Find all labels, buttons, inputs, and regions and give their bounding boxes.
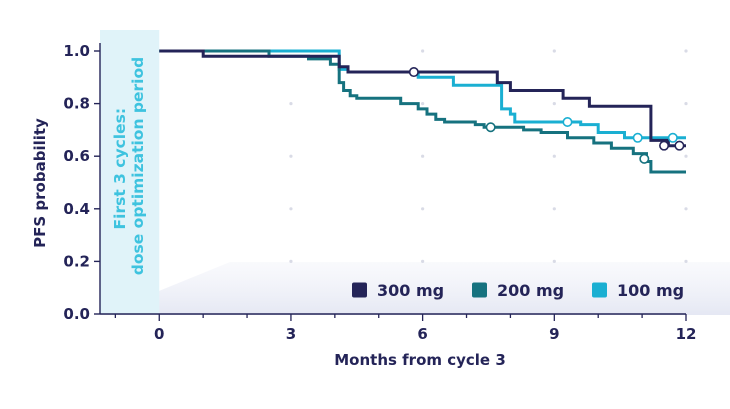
series-line-100-mg (159, 49, 686, 140)
grid-dot (684, 259, 688, 263)
legend-swatch-100-mg (592, 282, 607, 298)
censor-mark-100-mg (562, 117, 573, 128)
censor-mark-100-mg (667, 132, 678, 143)
grid-dot (552, 207, 556, 211)
y-tick-label: 0.4 (63, 200, 90, 218)
legend-label-100-mg: 100 mg (617, 281, 684, 300)
censor-mark-300-mg (674, 140, 685, 151)
grid-dot (552, 154, 556, 158)
legend-label-200-mg: 200 mg (497, 281, 564, 300)
band-label: First 3 cycles: dose optimization period (111, 57, 147, 275)
grid-dot (684, 154, 688, 158)
grid-dot (289, 207, 293, 211)
grid-dot (289, 259, 293, 263)
grid-dot (289, 102, 293, 106)
background-floor (100, 262, 730, 315)
y-tick-label: 0.2 (63, 252, 90, 270)
x-tick-label: 9 (549, 325, 559, 343)
axes: 0.0 0.2 0.4 0.6 0.8 1.0 0 3 6 9 12 (63, 42, 696, 343)
censor-mark-200-mg (639, 153, 650, 164)
band-label-line2: dose optimization period (129, 57, 147, 275)
grid-dot (684, 49, 688, 53)
y-tick-label: 0.8 (63, 95, 90, 113)
series-line-200-mg (159, 49, 686, 174)
band-label-line1: First 3 cycles: (111, 108, 129, 230)
grid-dot (684, 102, 688, 106)
censor-mark-100-mg (632, 132, 643, 143)
grid-dot (421, 259, 425, 263)
x-axis-title: Months from cycle 3 (334, 351, 506, 369)
grid-dot (421, 102, 425, 106)
y-tick-label: 0.6 (63, 147, 90, 165)
grid-dot (421, 49, 425, 53)
censor-mark-200-mg (485, 122, 496, 133)
legend-swatch-300-mg (352, 282, 367, 298)
x-tick-label: 12 (676, 325, 697, 343)
grid-dot (421, 154, 425, 158)
legend-label-300-mg: 300 mg (377, 281, 444, 300)
censor-mark-300-mg (659, 140, 670, 151)
legend: 300 mg 200 mg 100 mg (352, 281, 684, 300)
grid-dot (552, 259, 556, 263)
grid-dot (552, 49, 556, 53)
grid-dot (421, 207, 425, 211)
dose-optimization-band (100, 30, 160, 314)
grid (289, 49, 688, 263)
series-line-300-mg (159, 49, 686, 148)
grid-dot (552, 102, 556, 106)
grid-dot (289, 154, 293, 158)
x-tick-label: 6 (417, 325, 427, 343)
y-tick-label: 0.0 (63, 305, 90, 323)
censor-mark-300-mg (408, 67, 419, 78)
series (159, 49, 686, 174)
legend-swatch-200-mg (472, 282, 487, 298)
y-axis-title: PFS probability (31, 118, 49, 248)
grid-dot (684, 207, 688, 211)
y-tick-label: 1.0 (63, 42, 90, 60)
x-tick-label: 0 (154, 325, 164, 343)
x-tick-label: 3 (286, 325, 296, 343)
